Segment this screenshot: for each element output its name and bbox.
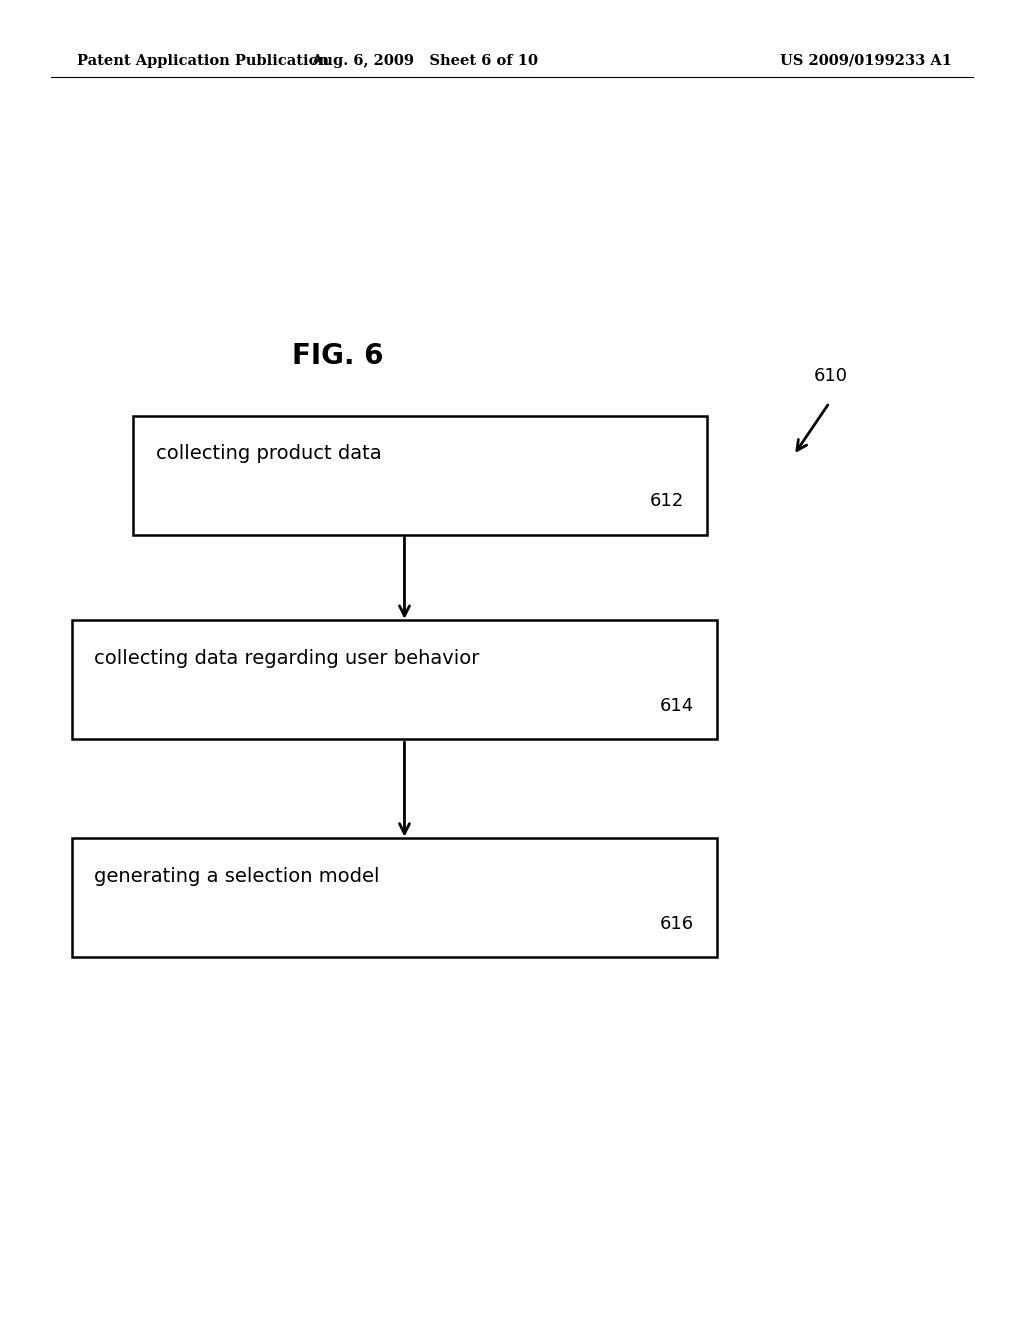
Text: 612: 612 [650, 492, 684, 511]
Text: Aug. 6, 2009   Sheet 6 of 10: Aug. 6, 2009 Sheet 6 of 10 [311, 54, 539, 67]
Text: 610: 610 [814, 367, 848, 385]
Text: Patent Application Publication: Patent Application Publication [77, 54, 329, 67]
Bar [133, 416, 707, 535]
Text: collecting product data: collecting product data [156, 445, 381, 463]
Bar [72, 620, 717, 739]
Bar [72, 838, 717, 957]
Text: US 2009/0199233 A1: US 2009/0199233 A1 [780, 54, 952, 67]
Text: collecting data regarding user behavior: collecting data regarding user behavior [94, 649, 479, 668]
Text: 614: 614 [660, 697, 694, 715]
Text: FIG. 6: FIG. 6 [292, 342, 384, 371]
Text: generating a selection model: generating a selection model [94, 867, 380, 886]
Text: 616: 616 [660, 915, 694, 933]
